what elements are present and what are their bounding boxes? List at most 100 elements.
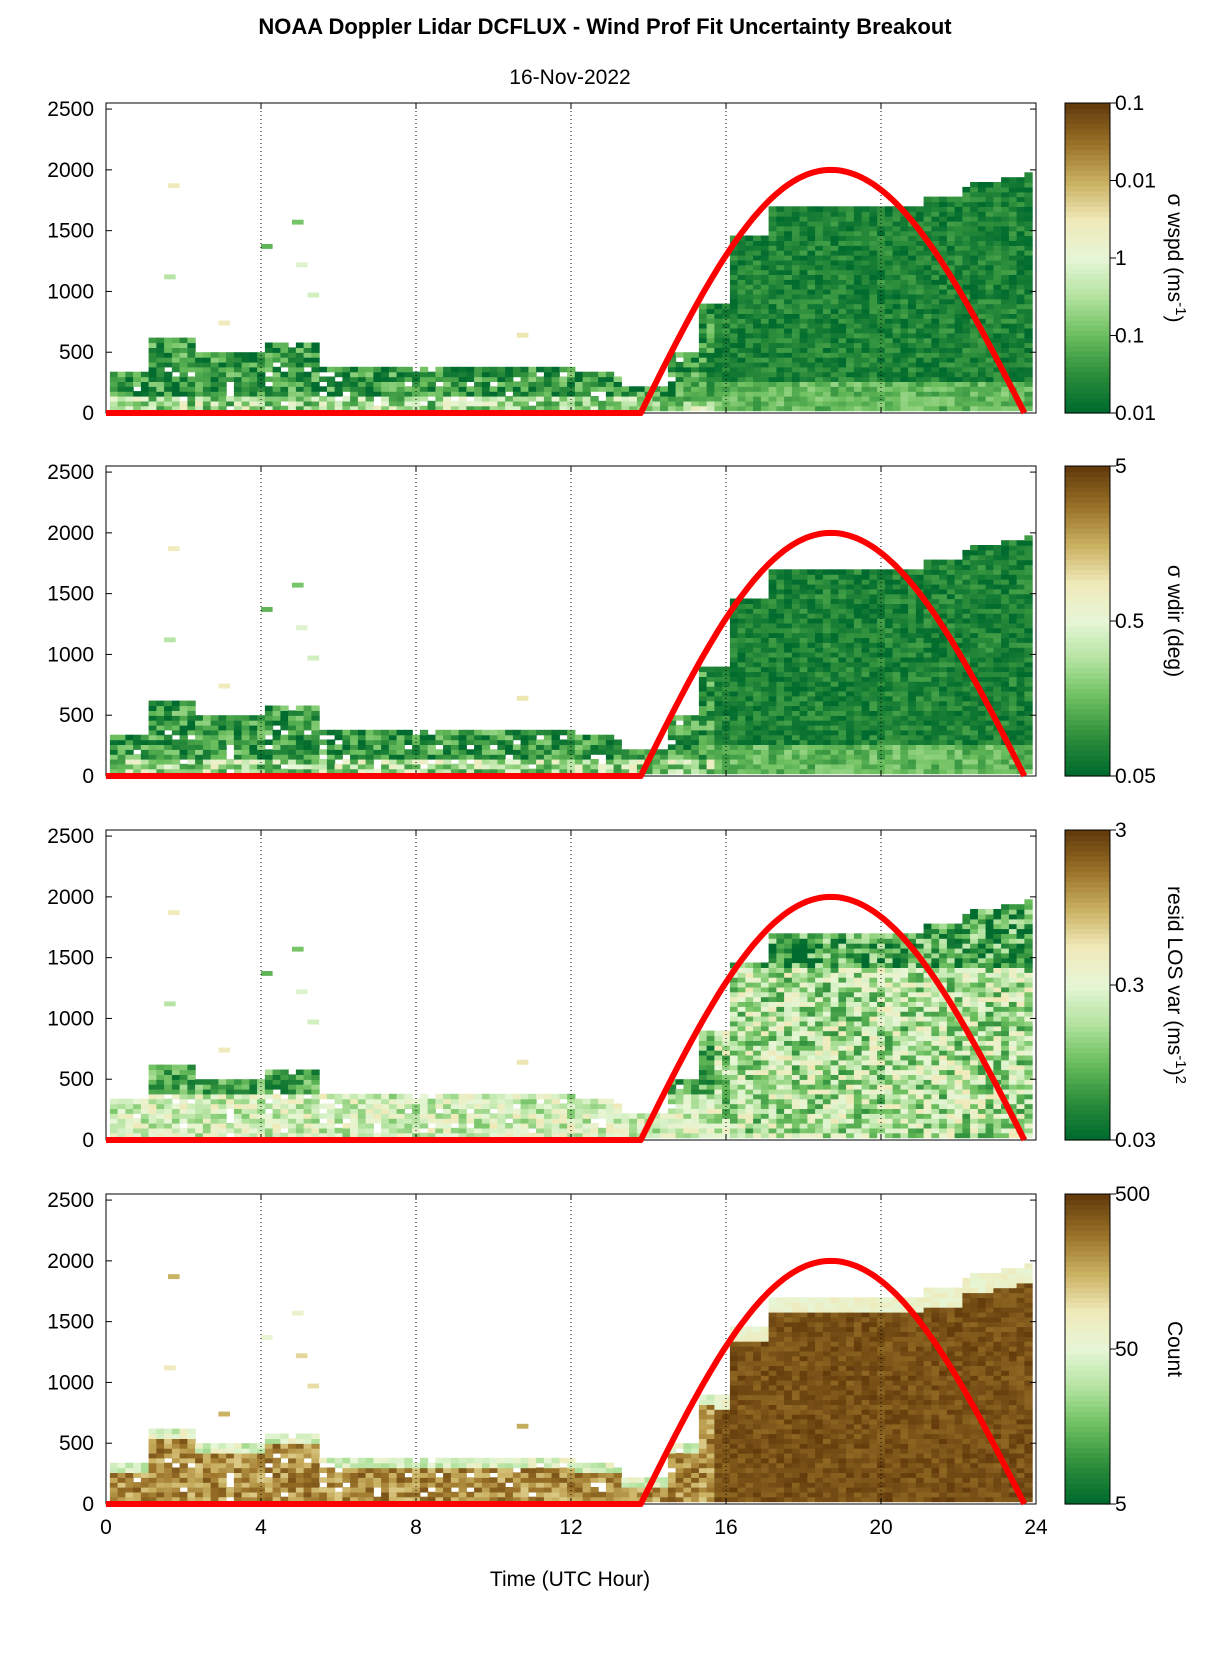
heatmap-cell bbox=[1016, 323, 1025, 329]
heatmap-cell bbox=[760, 357, 770, 363]
heatmap-cell bbox=[745, 259, 754, 266]
heatmap-cell bbox=[923, 622, 932, 629]
heatmap-cell bbox=[822, 671, 832, 677]
heatmap-cell bbox=[125, 754, 134, 760]
heatmap-cell bbox=[822, 705, 832, 711]
heatmap-cell bbox=[171, 357, 181, 363]
heatmap-cell bbox=[985, 245, 994, 251]
heatmap-cell bbox=[303, 763, 312, 770]
heatmap-cell bbox=[838, 661, 847, 668]
heatmap-cell bbox=[939, 768, 948, 775]
heatmap-cell bbox=[923, 695, 932, 702]
heatmap-cell bbox=[691, 391, 700, 397]
heatmap-cell bbox=[869, 279, 878, 285]
heatmap-cell bbox=[869, 284, 878, 290]
heatmap-cell bbox=[226, 352, 235, 358]
heatmap-cell bbox=[753, 400, 762, 407]
heatmap-cell bbox=[753, 323, 762, 329]
heatmap-cell bbox=[427, 376, 436, 382]
heatmap-cell bbox=[877, 259, 886, 266]
heatmap-cell bbox=[1008, 303, 1018, 310]
heatmap-cell bbox=[179, 754, 188, 760]
heatmap-cell bbox=[319, 396, 328, 402]
heatmap-cell bbox=[853, 391, 863, 397]
heatmap-cell bbox=[884, 313, 894, 319]
heatmap-cell bbox=[574, 759, 584, 765]
heatmap-cell bbox=[760, 235, 770, 241]
heatmap-cell bbox=[923, 671, 932, 677]
heatmap-cell bbox=[815, 724, 824, 731]
heatmap-cell bbox=[970, 284, 979, 290]
heatmap-cell bbox=[815, 216, 824, 222]
heatmap-cell bbox=[737, 768, 746, 775]
heatmap-cell bbox=[698, 376, 708, 382]
heatmap-cell bbox=[954, 579, 963, 585]
heatmap-cell bbox=[768, 763, 777, 770]
heatmap-cell bbox=[791, 627, 801, 634]
heatmap-cell bbox=[760, 381, 770, 387]
heatmap-cell bbox=[148, 391, 157, 397]
heatmap-cell bbox=[784, 371, 793, 378]
heatmap-cell bbox=[815, 627, 824, 634]
heatmap-cell bbox=[187, 768, 196, 775]
heatmap-cell bbox=[822, 279, 832, 285]
heatmap-cell bbox=[326, 754, 336, 760]
heatmap-cell bbox=[931, 734, 940, 741]
heatmap-cell bbox=[838, 579, 847, 585]
heatmap-cell bbox=[497, 391, 506, 397]
heatmap-cell bbox=[776, 274, 785, 280]
heatmap-cell bbox=[745, 332, 754, 339]
heatmap-cell bbox=[582, 396, 591, 402]
heatmap-cell bbox=[892, 744, 901, 750]
heatmap-cell bbox=[350, 749, 359, 755]
y-tick-label: 2000 bbox=[47, 159, 94, 182]
heatmap-cell bbox=[1008, 220, 1018, 227]
heatmap-cell bbox=[218, 729, 227, 736]
heatmap-cell bbox=[799, 284, 808, 290]
heatmap-cell bbox=[946, 608, 956, 614]
heatmap-cell bbox=[776, 376, 785, 382]
heatmap-cell bbox=[869, 676, 878, 682]
heatmap-cell bbox=[869, 681, 878, 687]
heatmap-cell bbox=[171, 381, 181, 387]
heatmap-cell bbox=[489, 405, 498, 412]
heatmap-cell bbox=[807, 391, 816, 397]
heatmap-cell bbox=[722, 391, 731, 397]
heatmap-cell bbox=[923, 332, 932, 339]
heatmap-cell bbox=[954, 352, 963, 358]
heatmap-cell bbox=[288, 768, 297, 775]
heatmap-cell bbox=[722, 352, 731, 358]
heatmap-cell bbox=[892, 598, 901, 604]
heatmap-cell bbox=[869, 225, 878, 232]
heatmap-cell bbox=[497, 405, 506, 412]
heatmap-cell bbox=[753, 264, 762, 271]
heatmap-cell bbox=[776, 671, 785, 677]
heatmap-cell bbox=[536, 391, 545, 397]
heatmap-cell bbox=[861, 637, 870, 643]
heatmap-cell bbox=[202, 759, 212, 765]
heatmap-cell bbox=[784, 749, 793, 755]
heatmap-cell bbox=[799, 569, 808, 575]
heatmap-cell bbox=[210, 386, 219, 392]
heatmap-cell bbox=[799, 749, 808, 755]
heatmap-cell bbox=[853, 381, 863, 387]
heatmap-cell bbox=[745, 396, 754, 402]
heatmap-cell bbox=[768, 642, 777, 648]
heatmap-cell bbox=[745, 284, 754, 290]
heatmap-cell bbox=[195, 366, 204, 373]
heatmap-cell bbox=[791, 216, 801, 222]
heatmap-cell bbox=[853, 715, 863, 721]
heatmap-cell bbox=[939, 391, 948, 397]
heatmap-cell bbox=[109, 734, 119, 741]
heatmap-cell bbox=[923, 593, 932, 600]
heatmap-cell bbox=[326, 749, 336, 755]
heatmap-cell bbox=[892, 700, 901, 707]
heatmap-cell bbox=[179, 739, 188, 745]
heatmap-cell bbox=[791, 749, 801, 755]
heatmap-cell bbox=[915, 284, 925, 290]
heatmap-cell bbox=[590, 768, 599, 775]
heatmap-cell bbox=[729, 720, 739, 726]
heatmap-cell bbox=[838, 608, 847, 614]
heatmap-cell bbox=[257, 744, 266, 750]
heatmap-cell bbox=[784, 734, 793, 741]
